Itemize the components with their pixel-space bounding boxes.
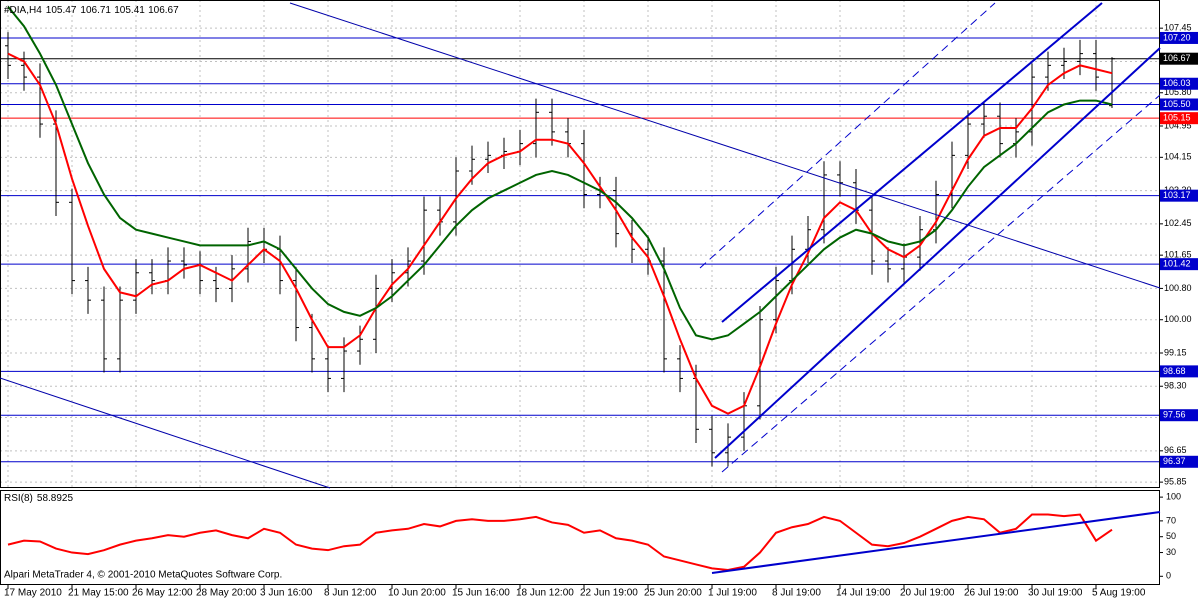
level-label: 105.50: [1163, 99, 1191, 109]
level-label: 105.15: [1163, 113, 1191, 123]
level-label: 97.56: [1163, 410, 1186, 420]
channel-line: [714, 47, 1161, 459]
last-low: 105.41: [114, 5, 145, 16]
level-label-box: [1160, 189, 1198, 202]
trendlines: [0, 2, 1161, 574]
x-tick-label: 28 May 20:00: [196, 588, 257, 599]
x-tick-label: 5 Aug 19:00: [1092, 588, 1146, 599]
level-label: 103.17: [1163, 190, 1191, 200]
last-high: 106.71: [80, 5, 111, 16]
x-tick-label: 30 Jul 19:00: [1028, 588, 1083, 599]
y-tick-label: 104.95: [1164, 120, 1192, 130]
copyright: Alpari MetaTrader 4, © 2001-2010 MetaQuo…: [4, 570, 282, 581]
last-open: 105.47: [46, 5, 77, 16]
rsi-header: RSI(8) 58.8925: [4, 493, 73, 504]
level-label-box: [1160, 31, 1198, 44]
price-panel: 107.45106.60105.80104.95104.15103.30102.…: [0, 0, 1198, 488]
x-tick-label: 1 Jul 19:00: [708, 588, 757, 599]
y-tick-label: 100.00: [1164, 314, 1192, 324]
level-label: 98.68: [1163, 366, 1186, 376]
x-tick-label: 21 May 15:00: [68, 588, 129, 599]
trendline: [0, 377, 331, 489]
level-label-box: [1160, 409, 1198, 422]
y-tick-label: 102.45: [1164, 218, 1192, 228]
trendline: [289, 2, 1161, 289]
channel-line: [721, 2, 1103, 323]
moving-average: [7, 52, 1113, 415]
level-label: 96.37: [1163, 456, 1186, 466]
rsi-trendline: [711, 511, 1161, 574]
x-tick-label: 10 Jun 20:00: [388, 588, 446, 599]
y-tick-label: 98.30: [1164, 381, 1187, 391]
y-tick-label: 101.65: [1164, 250, 1192, 260]
rsi-panel: 100 70 50 30 0: [0, 490, 1181, 585]
level-label-box: [1160, 52, 1198, 65]
y-tick-label: 0: [1166, 571, 1171, 581]
x-tick-label: 26 May 12:00: [132, 588, 193, 599]
x-tick-label: 14 Jul 19:00: [836, 588, 891, 599]
x-tick-label: 3 Jun 16:00: [260, 588, 313, 599]
y-tick-label: 104.15: [1164, 152, 1192, 162]
y-tick-label: 107.45: [1164, 23, 1192, 33]
y-tick-label: 105.80: [1164, 87, 1192, 97]
x-tick-label: 8 Jun 12:00: [324, 588, 377, 599]
level-label: 106.03: [1163, 78, 1191, 88]
symbol: #DIA,H4: [4, 5, 42, 16]
x-tick-label: 25 Jun 20:00: [644, 588, 702, 599]
x-tick-label: 8 Jul 19:00: [772, 588, 821, 599]
rsi-last: 58.8925: [37, 493, 74, 504]
level-label-box: [1160, 77, 1198, 90]
symbol-header: #DIA,H4 105.47 106.71 105.41 106.67: [4, 5, 179, 16]
x-tick-label: 20 Jul 19:00: [900, 588, 955, 599]
rsi-name: RSI(8): [4, 493, 33, 504]
panel-border: [0, 0, 1160, 488]
y-tick-label: 95.85: [1164, 477, 1187, 487]
y-tick-label: 100.80: [1164, 283, 1192, 293]
level-label-box: [1160, 112, 1198, 125]
level-label-box: [1160, 455, 1198, 468]
level-label: 106.67: [1163, 53, 1191, 63]
moving-average: [7, 6, 1113, 341]
x-tick-label: 15 Jun 16:00: [452, 588, 510, 599]
channel-dashed: [699, 2, 996, 269]
y-tick-label: 70: [1166, 515, 1176, 525]
x-tick-label: 17 May 2010: [4, 588, 62, 599]
y-tick-label: 50: [1166, 531, 1176, 541]
level-label: 107.20: [1163, 32, 1191, 42]
panel-border: [0, 490, 1160, 585]
level-label-box: [1160, 365, 1198, 378]
level-label: 101.42: [1163, 259, 1191, 269]
y-tick-label: 96.65: [1164, 445, 1187, 455]
last-close: 106.67: [148, 5, 179, 16]
channel-dashed: [721, 94, 1161, 473]
y-tick-label: 30: [1166, 547, 1176, 557]
y-tick-label: 100: [1166, 492, 1181, 502]
x-tick-label: 18 Jun 12:00: [516, 588, 574, 599]
x-tick-label: 26 Jul 19:00: [964, 588, 1019, 599]
level-label-box: [1160, 98, 1198, 111]
x-tick-label: 22 Jun 19:00: [580, 588, 638, 599]
level-label-box: [1160, 258, 1198, 271]
y-tick-label: 99.15: [1164, 347, 1187, 357]
rsi-line: [7, 513, 1113, 571]
